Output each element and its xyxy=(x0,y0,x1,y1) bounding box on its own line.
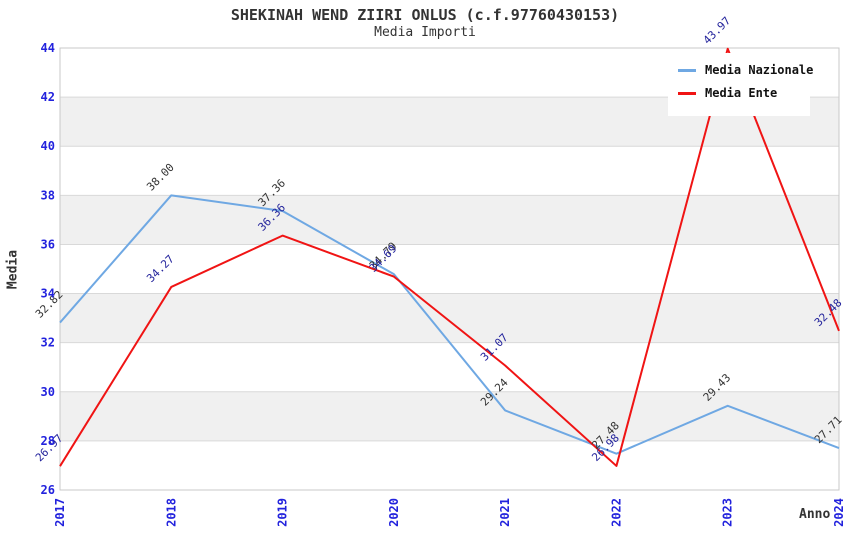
x-axis-label: Anno xyxy=(799,507,831,522)
plot-border xyxy=(59,47,840,491)
x-tick-label: 2018 xyxy=(164,498,178,527)
point-label: 34.27 xyxy=(144,252,177,285)
y-tick-label: 28 xyxy=(41,434,55,448)
x-tick-label: 2021 xyxy=(498,498,512,527)
legend-label: Media Ente xyxy=(705,86,778,100)
chart-title: SHEKINAH WEND ZIIRI ONLUS (c.f.977604301… xyxy=(230,6,620,24)
x-tick-label: 2022 xyxy=(609,498,623,527)
y-tick-label: 36 xyxy=(41,237,55,251)
point-label: 43.97 xyxy=(701,14,734,47)
band xyxy=(60,195,839,245)
x-tick-label: 2017 xyxy=(53,498,67,527)
legend-swatch-media-ente-icon xyxy=(678,91,696,95)
y-tick-label: 42 xyxy=(41,90,55,104)
legend: Media Nazionale Media Ente xyxy=(668,53,813,116)
y-tick-label: 32 xyxy=(41,336,55,350)
legend-item-media-nazionale: Media Nazionale xyxy=(678,63,813,77)
y-tick-label: 38 xyxy=(41,188,55,202)
y-tick-label: 40 xyxy=(41,139,55,153)
legend-label: Media Nazionale xyxy=(705,63,814,77)
band xyxy=(60,293,839,343)
y-tick-label: 44 xyxy=(41,41,55,55)
x-tick-label: 2020 xyxy=(387,498,401,527)
legend-swatch-media-nazionale-icon xyxy=(678,68,696,72)
x-tick-label: 2024 xyxy=(832,498,846,527)
legend-item-media-ente: Media Ente xyxy=(678,86,800,100)
point-label: 38.00 xyxy=(144,161,177,194)
band xyxy=(60,391,839,441)
series-line-0 xyxy=(59,194,840,455)
series-line-1 xyxy=(59,47,840,467)
chart-subtitle: Media Importi xyxy=(374,25,476,40)
x-tick-label: 2019 xyxy=(276,498,290,527)
y-tick-label: 34 xyxy=(41,287,55,301)
y-tick-label: 30 xyxy=(41,385,55,399)
x-tick-label: 2023 xyxy=(721,498,735,527)
y-tick-label: 26 xyxy=(41,483,55,497)
